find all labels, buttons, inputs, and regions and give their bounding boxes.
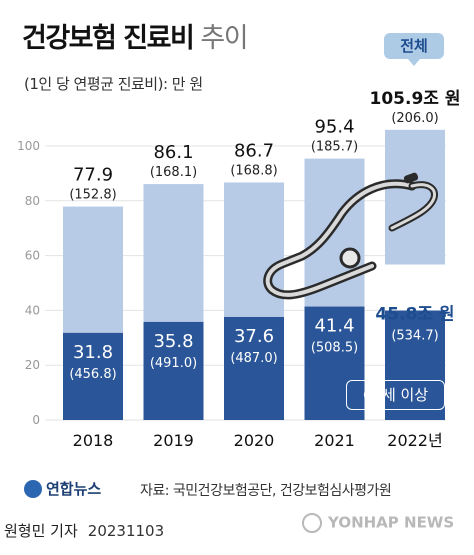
senior-sublabel: (456.8): [69, 367, 116, 382]
watermark-text: YONHAP NEWS: [328, 513, 455, 532]
y-tick-label: 0: [32, 413, 40, 427]
watermark-icon: [302, 513, 322, 533]
total-sublabel: (185.7): [311, 140, 358, 155]
y-tick-label: 20: [25, 358, 40, 372]
senior-highlight-bg: [381, 264, 449, 311]
senior-sublabel: (491.0): [150, 356, 197, 371]
y-tick-label: 40: [25, 303, 40, 317]
publish-date: 20231103: [87, 522, 165, 540]
y-tick-label: 80: [25, 194, 40, 208]
bar-senior: [63, 332, 123, 420]
senior-sublabel: (534.7): [391, 329, 438, 344]
legend-senior-tag: 65세 이상: [346, 380, 445, 410]
total-value-label: 95.4: [314, 117, 354, 138]
logo-text: 연합뉴스: [46, 480, 102, 498]
senior-value-label: 31.8: [73, 342, 113, 363]
y-tick-label: 60: [25, 249, 40, 263]
senior-value-label: 37.6: [234, 326, 274, 347]
total-value-label: 86.7: [234, 140, 274, 161]
total-sublabel: (168.8): [230, 163, 277, 178]
x-tick-label: 2018: [73, 431, 114, 450]
total-sublabel: (206.0): [391, 111, 438, 126]
x-tick-label: 2021: [314, 431, 355, 450]
senior-value-label: 41.4: [314, 316, 354, 337]
senior-value-label: 45.8조 원: [375, 305, 454, 325]
bar-senior: [224, 316, 284, 420]
footer: 연합뉴스 자료: 국민건강보험공단, 건강보험심사평가원 원형민 기자 20231…: [0, 470, 474, 555]
title-bold: 건강보험 진료비: [22, 23, 195, 54]
x-tick-label: 2019: [153, 431, 194, 450]
total-value-label: 86.1: [153, 142, 193, 163]
legend-total-tag: 전체: [384, 33, 444, 66]
title-light: 추이: [200, 23, 248, 54]
y-tick-label: 100: [17, 139, 40, 153]
bar-senior: [304, 306, 365, 420]
senior-sublabel: (508.5): [311, 341, 358, 356]
chart-subtitle: (1인 당 연평균 진료비): 만 원: [24, 75, 203, 93]
senior-sublabel: (487.0): [230, 351, 277, 366]
total-value-label: 77.9: [73, 165, 113, 186]
source-text: 자료: 국민건강보험공단, 건강보험심사평가원: [140, 483, 392, 499]
watermark: YONHAP NEWS: [302, 513, 454, 533]
senior-value-label: 35.8: [153, 331, 193, 352]
total-sublabel: (168.1): [150, 165, 197, 180]
yonhap-logo: 연합뉴스: [24, 478, 101, 499]
byline: 원형민 기자 20231103: [4, 520, 164, 541]
x-tick-label: 2020: [234, 431, 275, 450]
reporter-name: 원형민 기자: [4, 522, 78, 540]
bar-senior: [385, 294, 445, 420]
x-tick-label: 2022년: [387, 431, 442, 450]
bar-chart: 0 20 40 60 80 100 77.9 (152.8) 31.8 (456.8) 86.1 (…: [17, 89, 461, 450]
total-value-label: 105.9조 원: [370, 89, 461, 109]
bar-senior: [143, 321, 204, 420]
stethoscope-icon: [263, 172, 438, 300]
total-sublabel: (152.8): [69, 188, 116, 203]
chart-title: 건강보험 진료비 추이: [22, 16, 249, 55]
yonhap-logo-icon: [24, 479, 42, 498]
